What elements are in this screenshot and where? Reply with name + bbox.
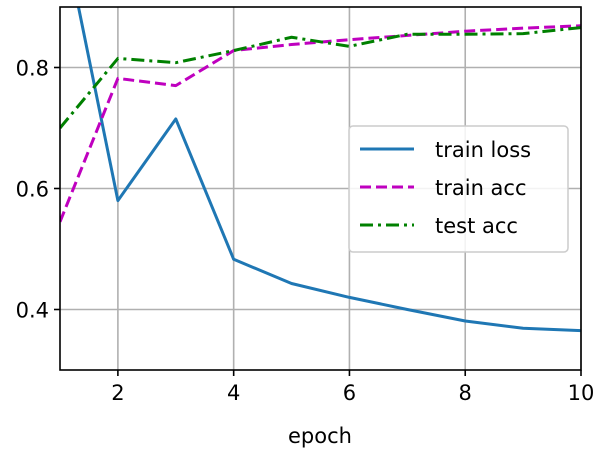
x-tick-label: 6 — [343, 381, 356, 405]
plot-area — [60, 7, 581, 333]
legend-label: train acc — [435, 176, 527, 200]
tick-labels: 2 4 6 8 10 0.4 0.6 0.8 — [16, 57, 595, 406]
axes — [54, 6, 582, 376]
x-axis-label: epoch — [288, 424, 352, 448]
x-tick-label: 4 — [227, 381, 240, 405]
y-tick-label: 0.6 — [16, 178, 49, 202]
x-tick-label: 8 — [459, 381, 472, 405]
series-line-test-acc — [60, 26, 581, 129]
x-tick-label: 2 — [111, 381, 124, 405]
legend-label: test acc — [435, 214, 518, 238]
series-line-train-acc — [60, 24, 581, 223]
legend-label: train loss — [435, 138, 531, 162]
x-tick-label: 10 — [568, 381, 595, 405]
series-line-train-loss — [76, 7, 581, 333]
y-tick-label: 0.4 — [16, 299, 49, 323]
y-tick-label: 0.8 — [16, 57, 49, 81]
legend-box — [348, 125, 569, 253]
legend: train loss train acc test acc — [348, 125, 569, 253]
